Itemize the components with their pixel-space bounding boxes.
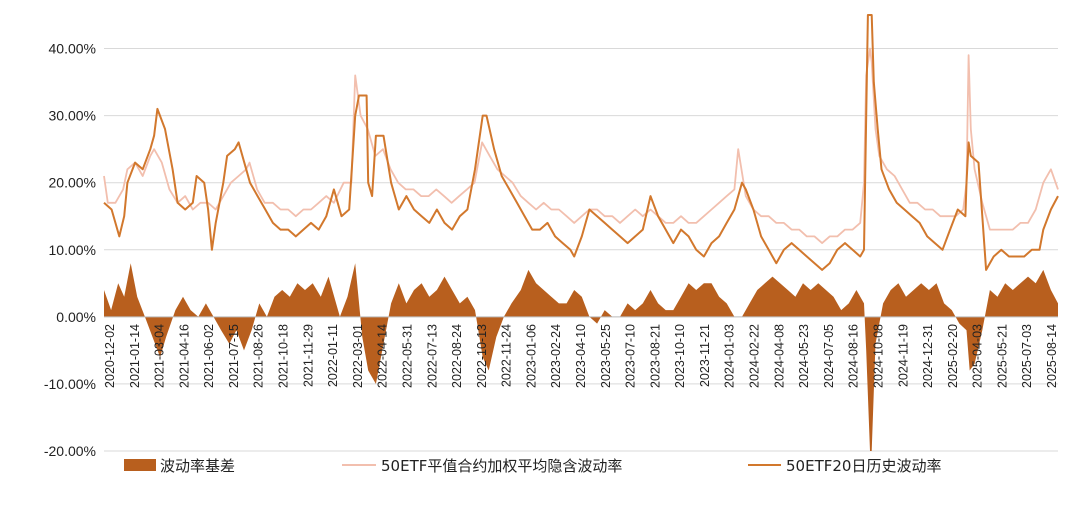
x-tick-label: 2024-02-22 xyxy=(748,324,762,388)
x-tick-label: 2024-05-23 xyxy=(797,324,811,388)
x-tick-label: 2024-10-08 xyxy=(872,324,886,388)
y-tick-label: 30.00% xyxy=(49,108,96,124)
x-tick-label: 2022-10-13 xyxy=(475,324,489,388)
legend-label-implied-vol: 50ETF平值合约加权平均隐含波动率 xyxy=(381,457,622,475)
y-tick-label: 0.00% xyxy=(56,309,96,325)
x-tick-label: 2025-05-21 xyxy=(995,324,1009,388)
x-tick-label: 2024-08-16 xyxy=(847,324,861,388)
x-tick-label: 2022-04-14 xyxy=(376,324,390,388)
y-tick-label: -20.00% xyxy=(44,443,96,459)
y-tick-label: 40.00% xyxy=(49,41,96,57)
legend-swatch-basis xyxy=(124,459,156,471)
x-tick-label: 2023-07-10 xyxy=(624,324,638,388)
x-tick-label: 2021-04-16 xyxy=(177,324,191,388)
watermark-text: 大数跨境 xyxy=(52,495,128,518)
x-tick-label: 2023-10-10 xyxy=(673,324,687,388)
watermark: 大数跨境 xyxy=(9,495,128,518)
x-tick-label: 2024-12-31 xyxy=(921,324,935,388)
x-tick-label: 2023-04-10 xyxy=(574,324,588,388)
legend-label-historical-vol: 50ETF20日历史波动率 xyxy=(786,457,941,475)
x-tick-label: 2025-04-03 xyxy=(971,324,985,388)
x-tick-label: 2021-07-15 xyxy=(227,324,241,388)
y-tick-label: 10.00% xyxy=(49,242,96,258)
y-tick-label: 20.00% xyxy=(49,175,96,191)
x-tick-label: 2023-01-06 xyxy=(524,324,538,388)
series-area-basis xyxy=(104,263,1058,451)
x-tick-label: 2024-04-08 xyxy=(772,324,786,388)
x-tick-label: 2021-06-02 xyxy=(202,324,216,388)
x-tick-label: 2022-08-24 xyxy=(450,324,464,388)
x-tick-label: 2025-07-03 xyxy=(1020,324,1034,388)
x-tick-label: 2025-08-14 xyxy=(1045,324,1059,388)
x-tick-label: 2022-11-24 xyxy=(500,324,514,387)
plot-area xyxy=(103,14,1059,451)
x-tick-label: 2021-10-18 xyxy=(277,324,291,388)
x-tick-label: 2022-01-11 xyxy=(326,324,340,387)
x-tick-label: 2021-08-26 xyxy=(252,324,266,388)
x-tick-label: 2021-11-29 xyxy=(301,324,315,387)
series-line-historical-vol xyxy=(103,14,1059,271)
x-tick-label: 2021-01-14 xyxy=(128,324,142,388)
x-tick-label: 2020-12-02 xyxy=(103,324,117,388)
grid-lines xyxy=(104,48,1058,452)
x-tick-label: 2023-05-25 xyxy=(599,324,613,388)
x-tick-label: 2022-05-31 xyxy=(401,324,415,388)
legend: 波动率基差 50ETF平值合约加权平均隐含波动率 50ETF20日历史波动率 xyxy=(124,457,941,475)
x-tick-label: 2024-11-19 xyxy=(896,324,910,387)
y-tick-label: -10.00% xyxy=(44,376,96,392)
x-axis: 2020-12-02 2021-01-14 2021-03-04 2021-04-16… xyxy=(103,324,1059,388)
legend-label-basis: 波动率基差 xyxy=(160,457,235,475)
x-tick-label: 2022-03-01 xyxy=(351,324,365,388)
x-tick-label: 2025-02-20 xyxy=(946,324,960,388)
series-line-implied-vol xyxy=(103,47,1059,244)
x-tick-label: 2024-07-05 xyxy=(822,324,836,388)
x-tick-label: 2023-02-24 xyxy=(549,324,563,388)
x-tick-label: 2022-07-13 xyxy=(425,324,439,388)
brand-logo-icon xyxy=(9,495,46,512)
x-tick-label: 2023-11-21 xyxy=(698,324,712,387)
x-tick-label: 2024-01-03 xyxy=(723,324,737,388)
x-tick-label: 2023-08-21 xyxy=(648,324,662,388)
x-tick-label: 2021-03-04 xyxy=(153,324,167,388)
y-axis: -20.00% -10.00% 0.00% 10.00% 20.00% 30.00% 40.… xyxy=(44,41,96,459)
